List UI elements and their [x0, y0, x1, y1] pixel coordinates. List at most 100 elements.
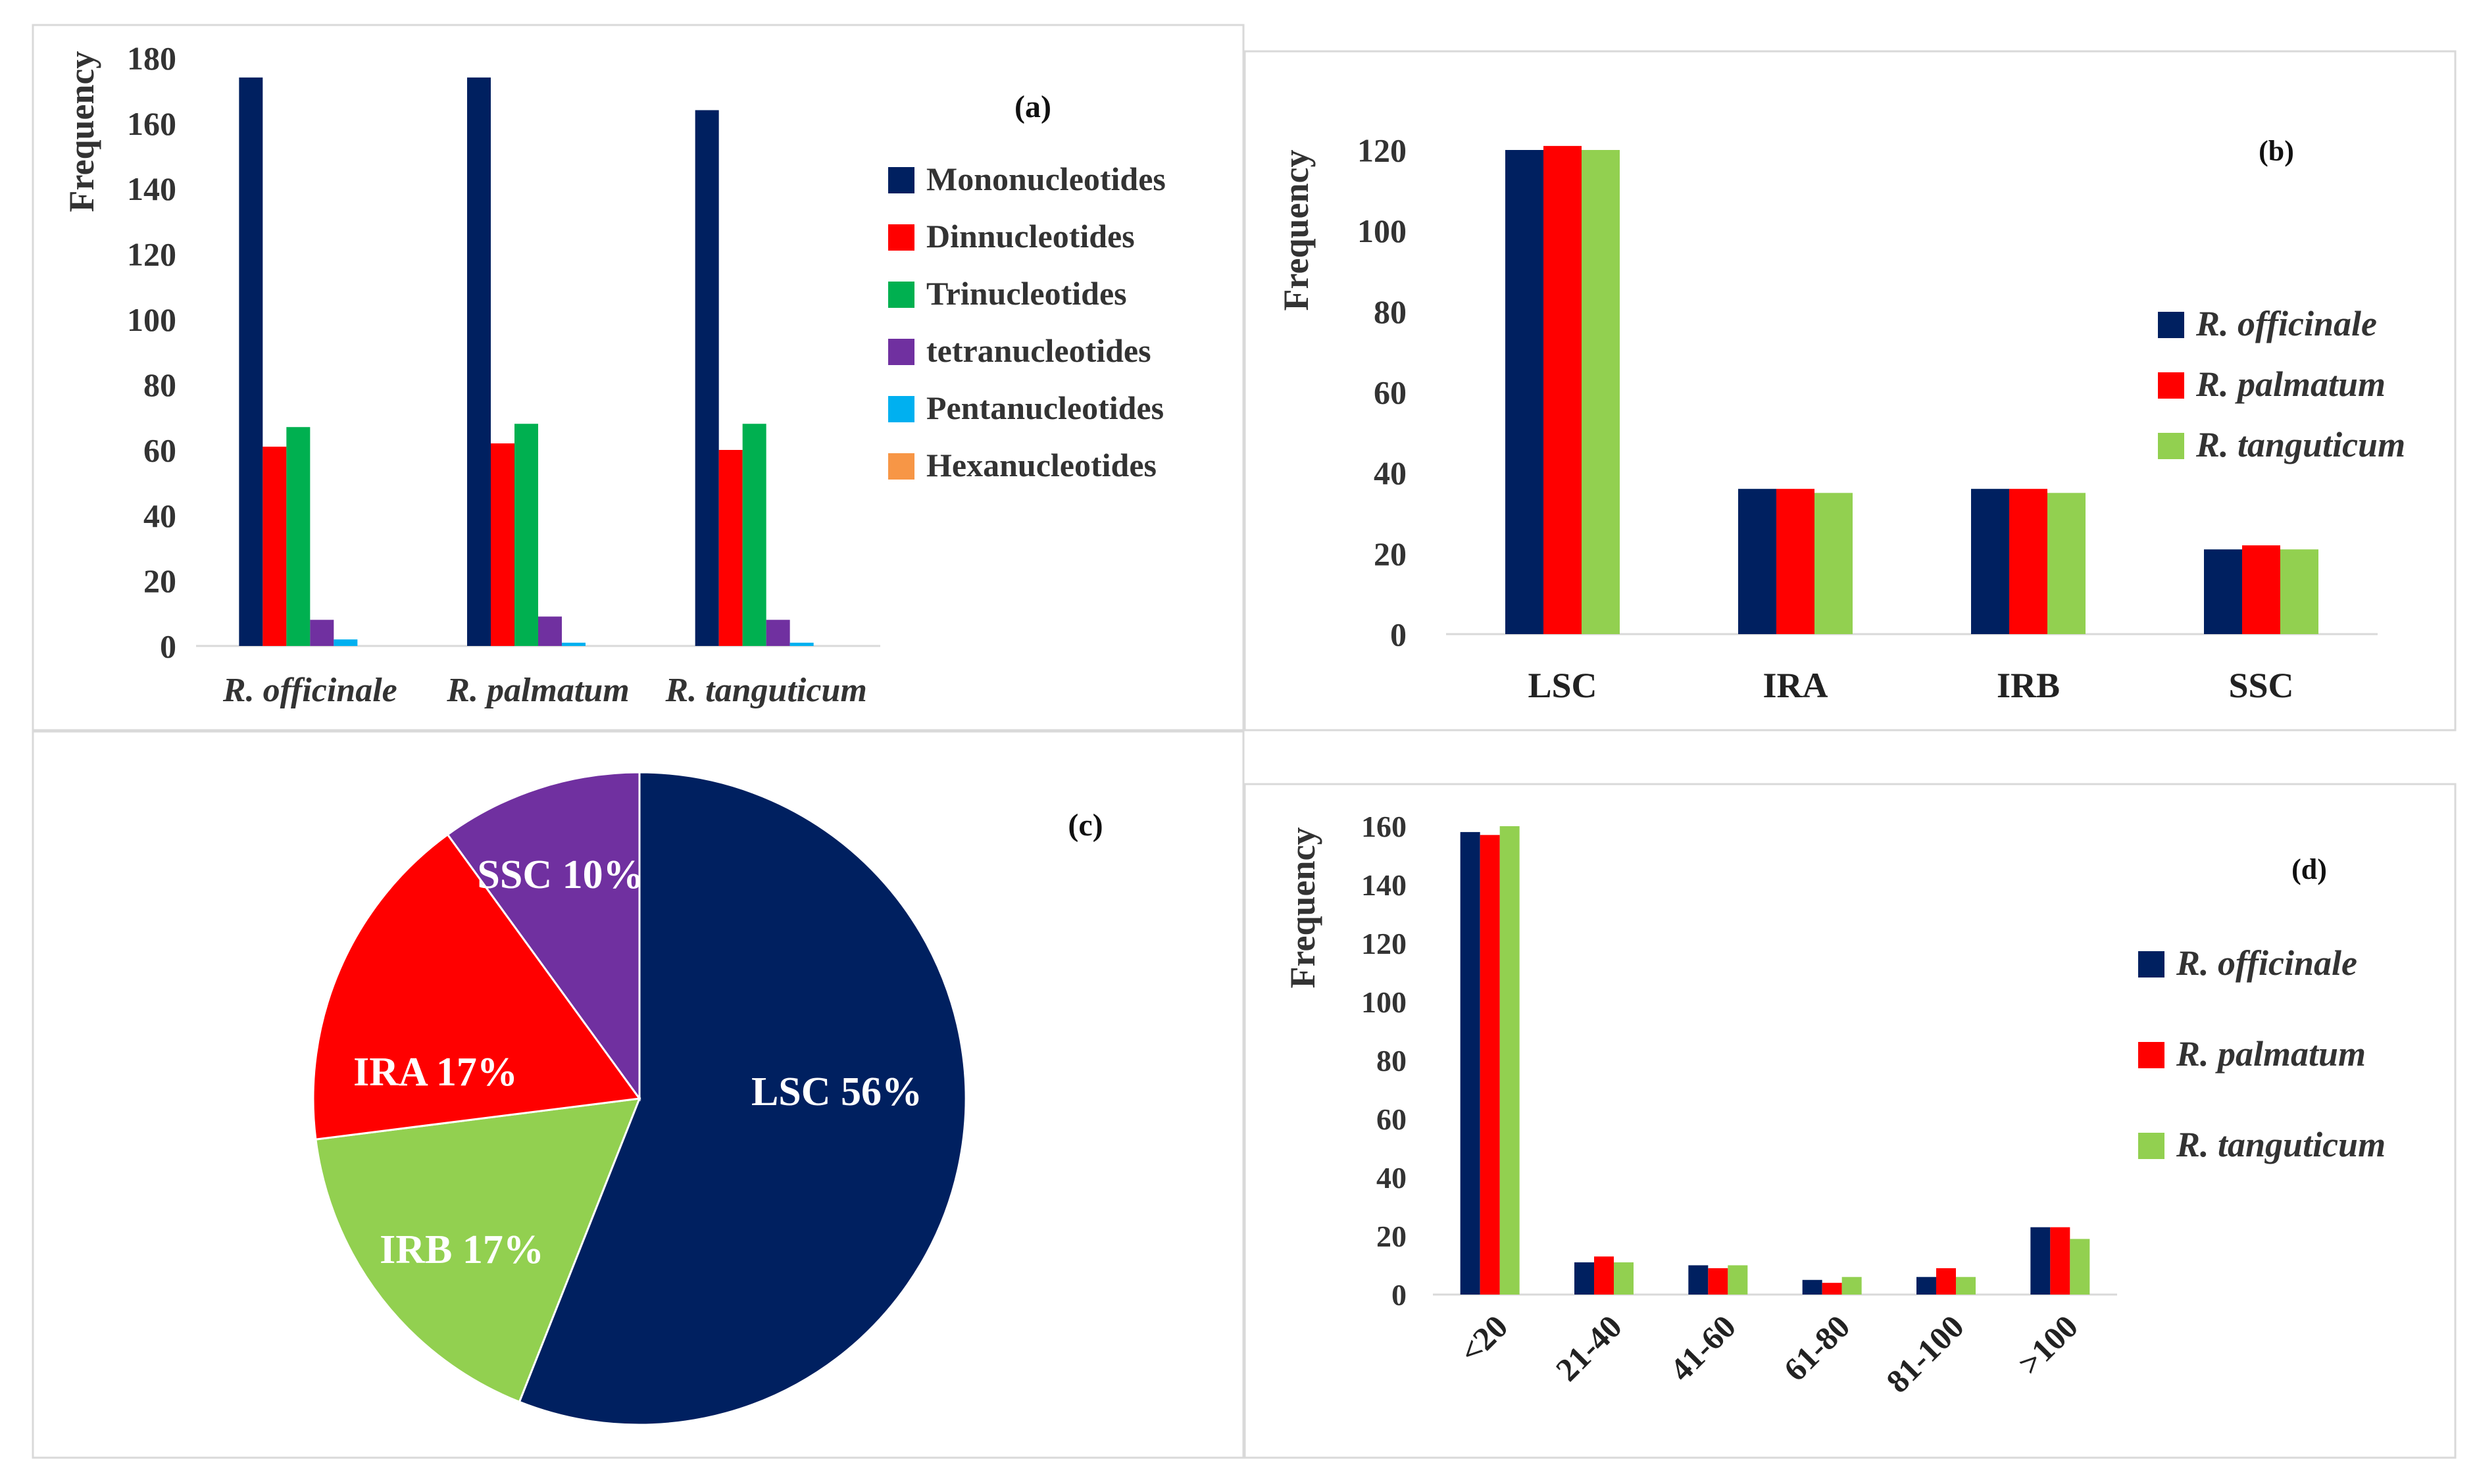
chart-a-bar	[695, 110, 719, 646]
chart-c-panel-label: (c)	[1068, 808, 1103, 843]
chart-d-ylabel: Frequency	[1283, 828, 1322, 989]
chart-b-legend-label: R. tanguticum	[2195, 425, 2405, 464]
chart-a-ytick: 180	[127, 40, 176, 77]
chart-b-ytick: 100	[1357, 212, 1407, 249]
panel-a-frame	[32, 24, 1245, 731]
chart-b-categories: LSC IRA IRB SSC	[1528, 666, 2293, 705]
chart-d-ytick: 100	[1361, 985, 1407, 1019]
chart-b-legend-label: R. officinale	[2195, 304, 2377, 343]
chart-d-bar	[1708, 1268, 1728, 1295]
chart-c: LSC 56% IRB 17% IRA 17% SSC 10% (c)	[312, 771, 1103, 1426]
chart-a-ytick: 60	[143, 432, 176, 469]
chart-b-ytick: 80	[1374, 293, 1407, 330]
chart-d-bar	[1480, 835, 1500, 1295]
chart-a-categories: R. officinale R. palmatum R. tanguticum	[222, 672, 867, 709]
chart-b-category-label: SSC	[2228, 666, 2293, 705]
chart-d-bar	[2030, 1227, 2051, 1295]
chart-d-bar	[1936, 1268, 1956, 1295]
chart-d-bar	[1822, 1283, 1842, 1295]
chart-d-bar	[1916, 1277, 1936, 1295]
chart-d-legend-label: R. officinale	[2176, 943, 2357, 983]
chart-a-bar	[334, 639, 358, 646]
chart-a-ytick: 0	[160, 628, 176, 665]
chart-c-slice	[312, 833, 641, 1141]
chart-c-labels: LSC 56% IRB 17% IRA 17% SSC 10%	[353, 853, 922, 1272]
chart-a-legend-label: Pentanucleotides	[926, 389, 1164, 426]
chart-b-bar	[2242, 545, 2280, 634]
chart-d-panel-label: (d)	[2291, 853, 2327, 885]
chart-d-bar	[1728, 1265, 1748, 1295]
chart-a-bar	[766, 620, 790, 646]
chart-b-bar	[1738, 489, 1776, 634]
chart-a-ytick: 140	[127, 170, 176, 207]
chart-a-legend-swatch	[888, 224, 914, 251]
chart-a-legend-label: Hexanucleotides	[926, 447, 1157, 483]
chart-c-slice-label: IRA 17%	[353, 1050, 518, 1095]
chart-b-ytick: 40	[1374, 455, 1407, 491]
chart-c-slice-label: IRB 17%	[380, 1227, 544, 1272]
chart-b: 0 20 40 60 80 100 120 LSC IRA IRB SSC Frequency (…	[1276, 132, 2405, 706]
chart-b-ytick: 120	[1357, 132, 1407, 169]
chart-c-slice	[518, 771, 967, 1426]
chart-d-legend-label: R. tanguticum	[2176, 1125, 2386, 1164]
chart-b-bar	[1505, 150, 1543, 634]
chart-a-legend-label: tetranucleotides	[926, 332, 1151, 369]
chart-a-bar	[491, 443, 514, 646]
chart-a-category-label: R. officinale	[222, 672, 397, 709]
chart-d-ytick: 80	[1376, 1044, 1407, 1077]
chart-b-legend-swatch	[2158, 372, 2184, 399]
chart-a-ytick: 120	[127, 236, 176, 273]
chart-c-slice	[446, 771, 641, 1102]
chart-a-bar	[789, 643, 814, 646]
chart-b-ytick: 0	[1390, 616, 1407, 653]
chart-c-slice	[314, 1097, 641, 1404]
chart-d-ytick: 20	[1376, 1220, 1407, 1253]
chart-b-category-label: LSC	[1528, 666, 1597, 705]
chart-c-slices	[312, 771, 967, 1426]
chart-b-ytick: 20	[1374, 535, 1407, 572]
chart-a-legend-label: Trinucleotides	[926, 275, 1127, 312]
chart-d-legend-swatch	[2138, 951, 2164, 977]
chart-d-bar	[2070, 1239, 2090, 1295]
chart-a-ylabel: Frequency	[62, 51, 101, 212]
chart-b-bar	[1814, 493, 1853, 634]
chart-a-bar	[562, 643, 586, 646]
chart-a-bar	[514, 424, 538, 646]
chart-d-ytick: 40	[1376, 1161, 1407, 1195]
chart-b-ytick: 60	[1374, 374, 1407, 411]
chart-d-bars	[1433, 826, 2117, 1296]
chart-a-bar	[718, 450, 743, 646]
chart-a-bar	[310, 620, 334, 646]
panel-d-frame	[1243, 783, 2457, 1459]
chart-b-category-label: IRA	[1763, 666, 1828, 705]
chart-a-ytick: 80	[143, 366, 176, 403]
chart-a-bars	[196, 77, 880, 647]
chart-d-ytick: 140	[1361, 868, 1407, 902]
chart-a-ytick: 20	[143, 562, 176, 599]
chart-d-ticks: 0 20 40 60 80 100 120 140 160	[1361, 810, 1407, 1312]
chart-b-bar	[1543, 145, 1582, 634]
chart-d-ytick: 160	[1361, 810, 1407, 843]
chart-d-legend-swatch	[2138, 1133, 2164, 1159]
chart-b-category-label: IRB	[1997, 666, 2060, 705]
chart-d-bar	[1841, 1277, 1862, 1295]
chart-a-bar	[262, 447, 287, 646]
chart-b-bar	[2204, 549, 2242, 634]
chart-d-bar	[2050, 1227, 2070, 1295]
chart-d-bar	[1802, 1279, 1822, 1295]
chart-b-legend-label: R. palmatum	[2195, 364, 2386, 404]
chart-d-ytick: 120	[1361, 927, 1407, 960]
chart-a-legend-swatch	[888, 453, 914, 480]
chart-a-legend-swatch	[888, 396, 914, 422]
chart-d-bar	[1614, 1262, 1634, 1295]
chart-d-bar	[1460, 831, 1480, 1295]
chart-d-bar	[1956, 1277, 1976, 1295]
chart-c-slice-label: LSC 56%	[751, 1070, 922, 1114]
chart-b-bar	[1776, 489, 1814, 634]
chart-c-slice-label: SSC 10%	[477, 853, 643, 897]
chart-b-bar	[1971, 489, 2009, 634]
chart-b-ticks: 0 20 40 60 80 100 120	[1357, 132, 1407, 653]
chart-a-bar	[742, 424, 766, 646]
chart-b-bars	[1446, 145, 2378, 635]
